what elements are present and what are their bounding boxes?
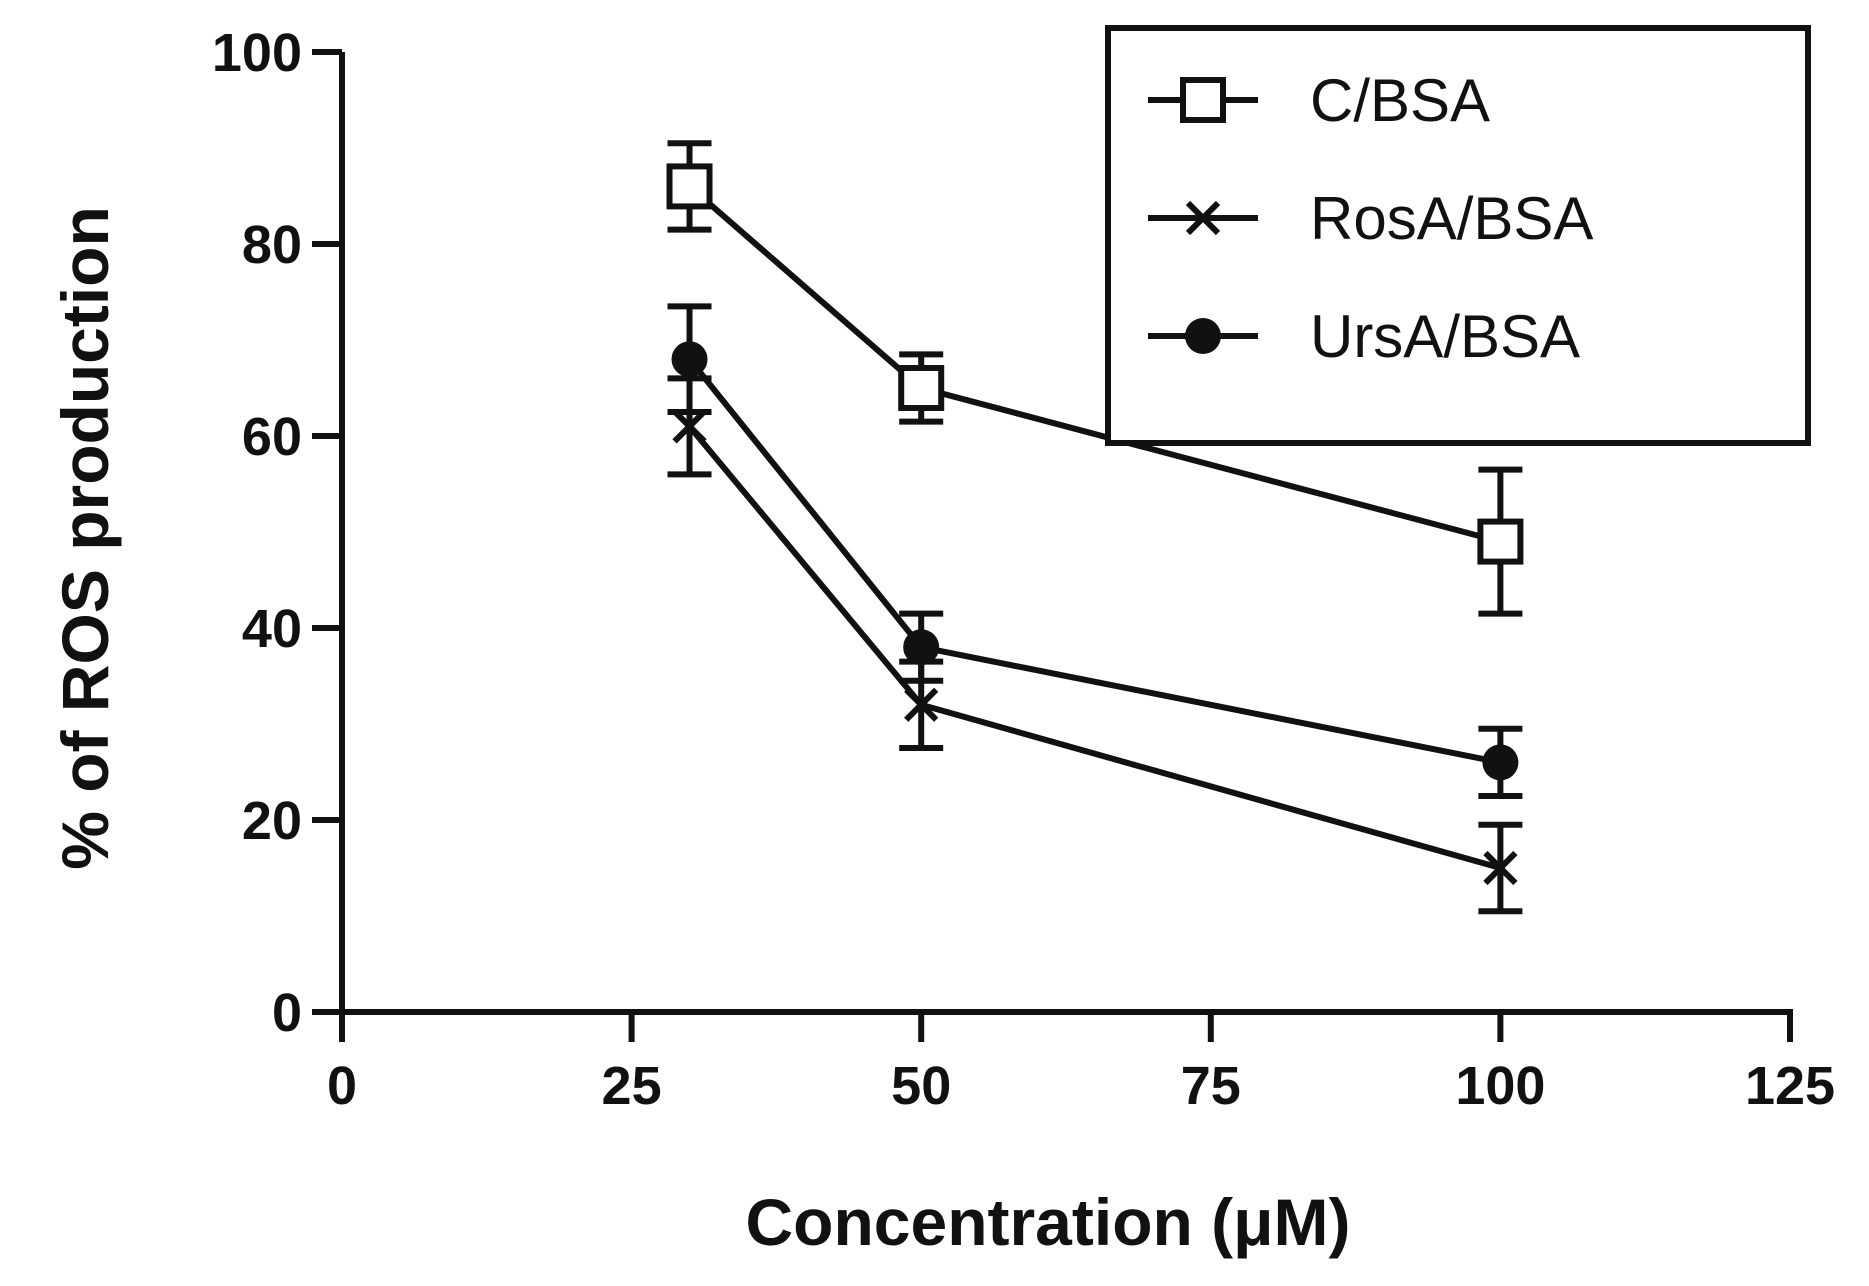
legend-marker-ursa-bsa — [1185, 318, 1221, 354]
data-point-ursa-bsa-1 — [903, 629, 940, 666]
legend-label-ursa-bsa: UrsA/BSA — [1310, 303, 1580, 370]
data-point-rosa-bsa-2-stroke-b — [1483, 850, 1518, 886]
y-axis-title: % of ROS production — [48, 206, 122, 870]
data-point-rosa-bsa-0-stroke-b — [672, 409, 707, 444]
y-tick-label-5: 100 — [212, 23, 302, 83]
legend-item-c-bsa: C/BSA — [1148, 67, 1490, 134]
legend: C/BSA RosA/BSA UrsA/BSA — [1105, 25, 1811, 446]
series-group — [666, 140, 1524, 915]
y-tick-label-0: 0 — [272, 983, 302, 1043]
data-point-ursa-bsa-0 — [671, 341, 708, 378]
series-line-rosa-bsa — [687, 424, 1502, 871]
legend-marker-rosa-bsa — [1185, 200, 1221, 236]
series-ursa-bsa — [667, 303, 1523, 799]
legend-marker-rosa-bsa-stroke-b — [1185, 200, 1221, 236]
x-axis-title: Concentration (μM) — [746, 1185, 1351, 1259]
data-point-c-bsa-0 — [666, 163, 713, 210]
x-tick-label-1: 25 — [602, 1056, 662, 1116]
data-point-c-bsa-2 — [1477, 518, 1524, 565]
x-tick-label-2: 50 — [891, 1056, 951, 1116]
data-point-c-bsa-1 — [898, 365, 945, 411]
legend-label-c-bsa: C/BSA — [1310, 67, 1490, 134]
data-point-rosa-bsa-2 — [1483, 850, 1518, 886]
legend-marker-c-bsa — [1180, 77, 1226, 123]
data-point-rosa-bsa-1 — [904, 687, 939, 722]
y-tick-label-4: 80 — [242, 215, 302, 275]
data-point-rosa-bsa-0 — [672, 409, 707, 444]
legend-label-rosa-bsa: RosA/BSA — [1310, 185, 1593, 252]
y-tick-label-3: 60 — [242, 407, 302, 467]
x-tick-label-5: 125 — [1745, 1056, 1835, 1116]
legend-item-rosa-bsa: RosA/BSA — [1148, 185, 1593, 252]
x-tick-label-3: 75 — [1181, 1056, 1241, 1116]
legend-item-ursa-bsa: UrsA/BSA — [1148, 303, 1580, 370]
x-tick-label-4: 100 — [1455, 1056, 1545, 1116]
x-tick-label-0: 0 — [327, 1056, 357, 1116]
series-c-bsa — [666, 140, 1524, 617]
data-point-rosa-bsa-1-stroke-b — [904, 687, 939, 722]
series-rosa-bsa — [667, 375, 1523, 915]
axes: 0 20 40 60 80 100 0 25 50 75 100 125 — [212, 23, 1835, 1116]
data-point-ursa-bsa-2 — [1482, 744, 1519, 781]
y-tick-label-2: 40 — [242, 599, 302, 659]
y-tick-label-1: 20 — [242, 791, 302, 851]
